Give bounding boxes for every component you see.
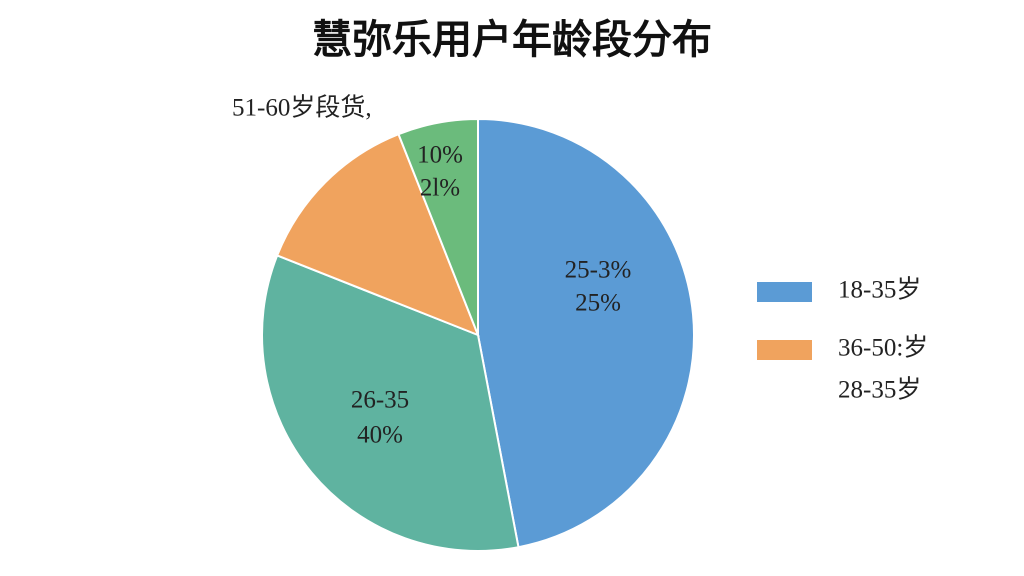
legend-label: 18-35岁 (838, 276, 921, 304)
slice-label: 10% (417, 142, 463, 169)
legend-label: 36-50:岁 (838, 334, 928, 362)
chart-title: 慧弥乐用户年龄段分布 (312, 17, 712, 63)
legend-label: 28-35岁 (838, 376, 921, 404)
legend-swatch (757, 340, 812, 360)
slice-label: 2l% (420, 175, 460, 202)
pie-slice (261, 254, 520, 552)
pie-slice (477, 117, 695, 549)
slice-label: 25% (575, 290, 621, 317)
annotation: 51-60岁段货, (232, 94, 372, 122)
slice-label: 26-35 (351, 387, 409, 414)
slice-label: 25-3% (565, 257, 632, 284)
legend-swatch (757, 282, 812, 302)
pie-slice (397, 117, 479, 336)
pie-slice (275, 132, 480, 337)
slice-label: 40% (357, 422, 403, 449)
